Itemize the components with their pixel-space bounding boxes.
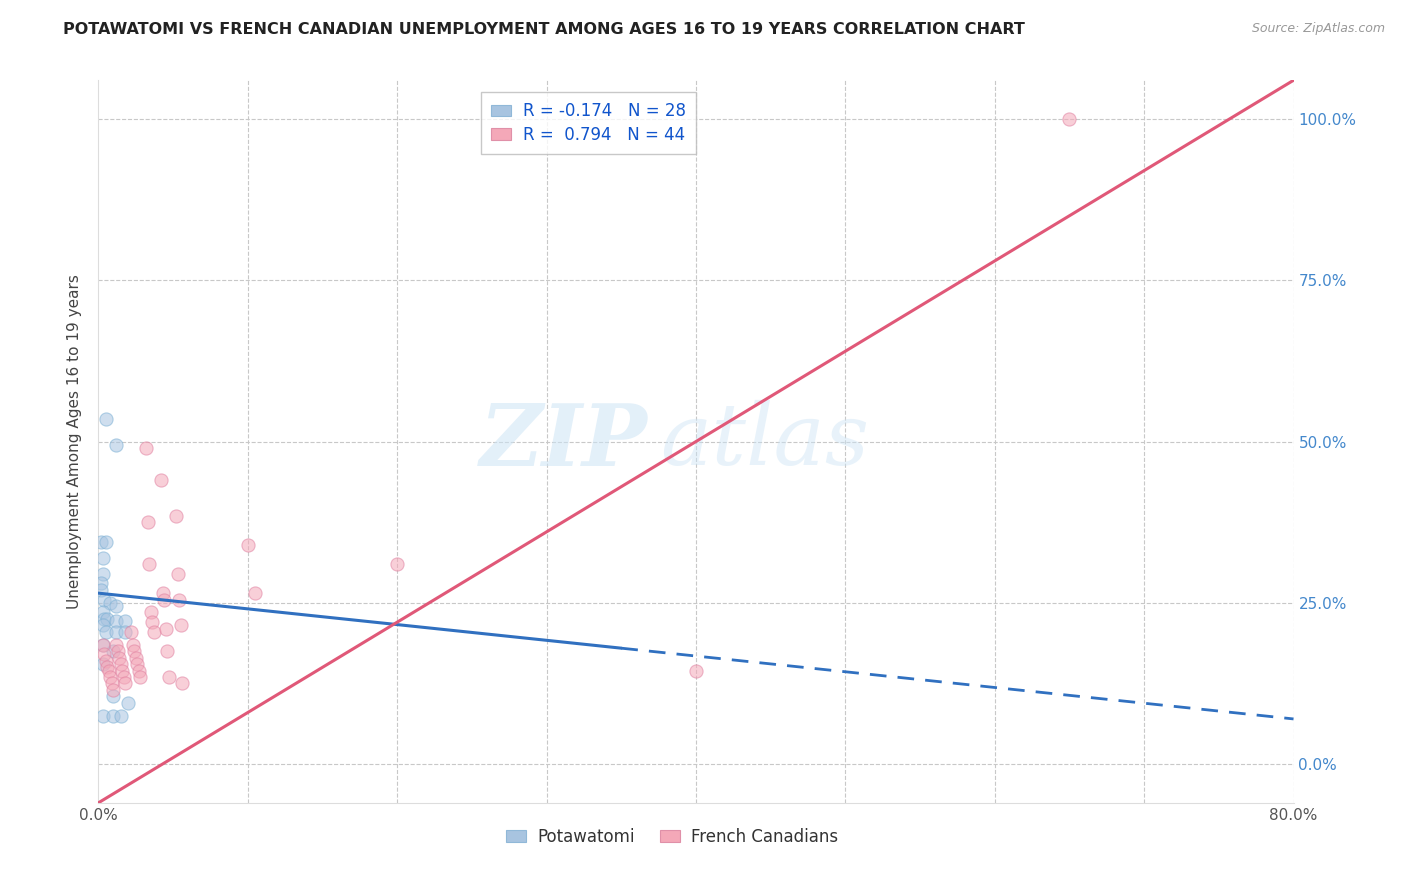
Point bbox=[138, 557, 160, 571]
Point bbox=[150, 473, 173, 487]
Point bbox=[127, 657, 149, 672]
Point bbox=[172, 676, 194, 690]
Point bbox=[152, 586, 174, 600]
Point bbox=[91, 566, 114, 581]
Point bbox=[236, 538, 259, 552]
Point bbox=[90, 582, 112, 597]
Point bbox=[105, 638, 128, 652]
Point bbox=[105, 624, 128, 639]
Point bbox=[117, 696, 139, 710]
Point bbox=[1059, 112, 1081, 126]
Point bbox=[155, 622, 177, 636]
Point bbox=[141, 615, 163, 630]
Point bbox=[125, 650, 148, 665]
Point bbox=[153, 592, 176, 607]
Point bbox=[93, 592, 115, 607]
Point bbox=[91, 550, 114, 565]
Point bbox=[129, 670, 152, 684]
Text: POTAWATOMI VS FRENCH CANADIAN UNEMPLOYMENT AMONG AGES 16 TO 19 YEARS CORRELATION: POTAWATOMI VS FRENCH CANADIAN UNEMPLOYME… bbox=[63, 22, 1025, 37]
Point bbox=[103, 682, 125, 697]
Point bbox=[91, 708, 114, 723]
Point bbox=[114, 614, 136, 628]
Point bbox=[91, 606, 114, 620]
Point bbox=[105, 438, 128, 452]
Point bbox=[93, 648, 115, 662]
Point bbox=[157, 670, 180, 684]
Point bbox=[90, 576, 112, 591]
Point bbox=[685, 664, 707, 678]
Point bbox=[108, 650, 131, 665]
Legend: Potawatomi, French Canadians: Potawatomi, French Canadians bbox=[499, 821, 845, 852]
Point bbox=[103, 644, 125, 658]
Point bbox=[105, 599, 128, 613]
Point bbox=[90, 534, 112, 549]
Point bbox=[135, 441, 157, 455]
Point bbox=[114, 624, 136, 639]
Point bbox=[91, 638, 114, 652]
Point bbox=[98, 670, 122, 684]
Y-axis label: Unemployment Among Ages 16 to 19 years: Unemployment Among Ages 16 to 19 years bbox=[67, 274, 83, 609]
Point bbox=[96, 660, 118, 674]
Point bbox=[166, 566, 188, 581]
Point bbox=[142, 624, 165, 639]
Point bbox=[103, 708, 125, 723]
Point bbox=[93, 612, 115, 626]
Point bbox=[136, 515, 159, 529]
Point bbox=[114, 676, 136, 690]
Point bbox=[91, 618, 114, 632]
Point bbox=[110, 657, 132, 672]
Point bbox=[167, 592, 190, 607]
Point bbox=[91, 638, 114, 652]
Point bbox=[91, 657, 114, 672]
Point bbox=[96, 612, 118, 626]
Point bbox=[165, 508, 187, 523]
Text: ZIP: ZIP bbox=[481, 400, 648, 483]
Point bbox=[107, 644, 129, 658]
Point bbox=[120, 624, 142, 639]
Point bbox=[97, 664, 120, 678]
Point bbox=[94, 624, 117, 639]
Point bbox=[94, 412, 117, 426]
Point bbox=[156, 644, 179, 658]
Point bbox=[112, 670, 135, 684]
Point bbox=[128, 664, 150, 678]
Point bbox=[98, 596, 122, 610]
Point bbox=[124, 644, 146, 658]
Point bbox=[169, 618, 191, 632]
Point bbox=[94, 654, 117, 668]
Point bbox=[110, 708, 132, 723]
Point bbox=[385, 557, 409, 571]
Point bbox=[245, 586, 267, 600]
Point bbox=[139, 606, 162, 620]
Point bbox=[101, 676, 124, 690]
Point bbox=[105, 614, 128, 628]
Text: atlas: atlas bbox=[661, 401, 869, 483]
Text: Source: ZipAtlas.com: Source: ZipAtlas.com bbox=[1251, 22, 1385, 36]
Point bbox=[111, 664, 134, 678]
Point bbox=[103, 690, 125, 704]
Point bbox=[94, 534, 117, 549]
Point bbox=[121, 638, 143, 652]
